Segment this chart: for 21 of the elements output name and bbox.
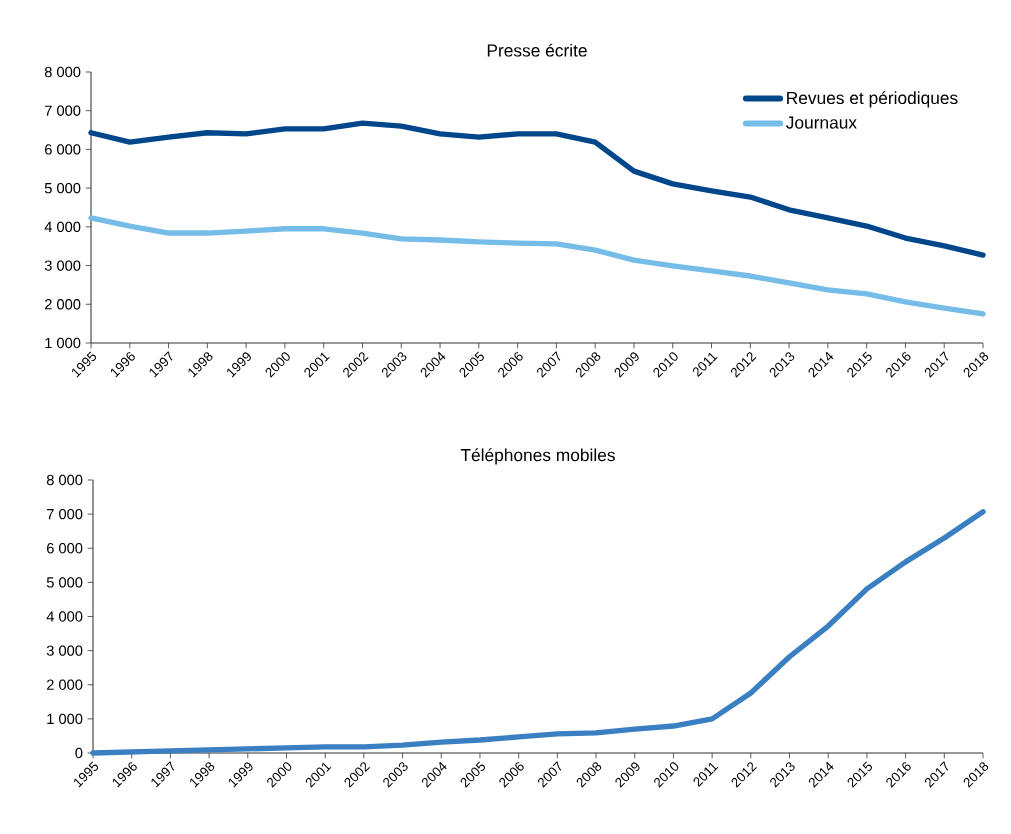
- chart-title: Téléphones mobiles: [460, 448, 615, 465]
- legend-label: Journaux: [786, 116, 857, 129]
- y-tick-label: 4 000: [46, 611, 83, 622]
- y-tick-label: 2 000: [46, 679, 83, 690]
- y-tick-label: 5 000: [46, 577, 83, 588]
- y-tick-label: 6 000: [47, 543, 83, 554]
- y-tick-label: 8 000: [46, 474, 83, 486]
- y-tick-label: 1 000: [45, 337, 81, 349]
- y-tick-label: 7 000: [47, 508, 83, 520]
- y-tick-label: 2 000: [44, 299, 81, 310]
- y-tick-label: 8 000: [44, 66, 81, 78]
- y-tick-label: 3 000: [44, 260, 81, 271]
- legend-label: Revues et périodiques: [787, 91, 958, 108]
- y-tick-label: 4 000: [44, 221, 81, 233]
- y-tick-label: 1 000: [47, 713, 83, 725]
- y-tick-label: 5 000: [44, 182, 81, 194]
- y-tick-label: 3 000: [46, 645, 83, 656]
- chart-title: Presse écrite: [487, 43, 587, 57]
- y-tick-label: 6 000: [45, 144, 81, 155]
- y-tick-label: 0: [75, 747, 83, 759]
- y-tick-label: 7 000: [45, 105, 81, 116]
